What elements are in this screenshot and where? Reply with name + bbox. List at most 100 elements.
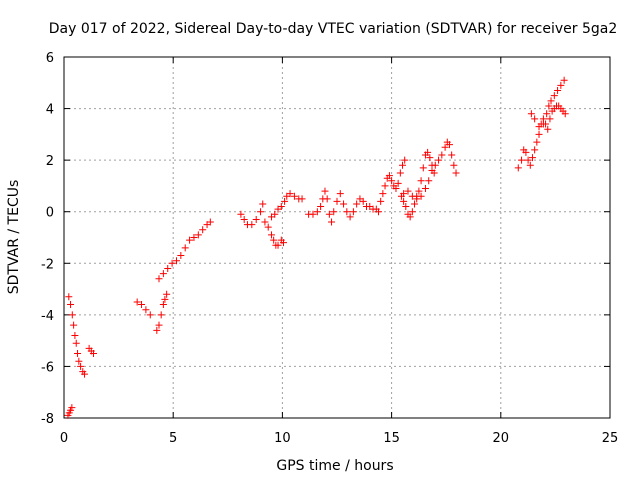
data-series (64, 76, 569, 419)
data-point (394, 179, 402, 187)
data-point (199, 226, 207, 234)
data-point (411, 200, 419, 208)
data-point (377, 197, 385, 205)
data-point (323, 195, 331, 203)
data-point (298, 195, 306, 203)
data-point (408, 192, 416, 200)
data-point (359, 197, 367, 205)
data-point (400, 190, 408, 198)
data-point (252, 215, 260, 223)
data-point (340, 200, 348, 208)
data-point (74, 350, 82, 358)
data-point (172, 257, 180, 265)
data-point (240, 215, 248, 223)
data-point (535, 130, 543, 138)
data-point (248, 221, 256, 229)
data-point (349, 208, 357, 216)
data-point (550, 92, 558, 100)
x-tick-label: 15 (383, 431, 400, 446)
y-tick-label: -8 (41, 412, 54, 427)
data-point (535, 123, 543, 131)
grid-lines (64, 57, 610, 418)
chart-title: Day 017 of 2022, Sidereal Day-to-day VTE… (49, 21, 618, 37)
data-point (77, 362, 85, 370)
data-point (557, 81, 565, 89)
data-point (333, 197, 341, 205)
y-tick-label: 2 (46, 154, 54, 169)
data-point (518, 156, 526, 164)
data-point (257, 208, 265, 216)
data-point (435, 156, 443, 164)
data-point (321, 187, 329, 195)
x-tick-label: 25 (602, 431, 619, 446)
axis-ticks (63, 56, 611, 419)
data-point (531, 146, 539, 154)
data-point (441, 143, 449, 151)
data-point (431, 161, 439, 169)
data-point (448, 151, 456, 159)
y-tick-label: -2 (41, 257, 54, 272)
data-point (168, 259, 176, 267)
data-point (561, 110, 569, 118)
data-point (353, 200, 361, 208)
data-point (419, 164, 427, 172)
data-point (343, 208, 351, 216)
x-tick-label: 10 (274, 431, 291, 446)
data-point (157, 311, 165, 319)
data-point (396, 169, 404, 177)
data-point (325, 210, 333, 218)
data-point (190, 234, 198, 241)
data-point (89, 350, 97, 358)
data-point (274, 241, 282, 249)
x-tick-labels: 0 5 10 15 20 25 (60, 431, 618, 446)
data-point (426, 154, 434, 162)
data-point (417, 177, 425, 185)
data-point (68, 404, 76, 412)
data-point (544, 125, 552, 133)
data-point (133, 298, 141, 306)
data-point (181, 244, 189, 252)
data-point (428, 166, 436, 174)
data-point (317, 203, 325, 211)
data-point (261, 218, 269, 226)
data-point (543, 110, 551, 118)
data-point (417, 192, 425, 200)
data-point (560, 76, 568, 84)
x-tick-label: 0 (60, 431, 68, 446)
data-point (159, 270, 167, 278)
data-point (524, 156, 532, 164)
data-point (65, 293, 73, 301)
data-point (402, 203, 410, 211)
data-point (155, 321, 163, 329)
data-point (533, 138, 541, 146)
y-tick-labels: -8 -6 -4 -2 0 2 4 6 (41, 51, 54, 427)
data-point (531, 115, 539, 123)
data-point (146, 311, 154, 319)
data-point (392, 185, 400, 193)
data-point (385, 172, 393, 180)
y-tick-label: 4 (46, 103, 54, 118)
data-point (399, 161, 407, 169)
data-point (346, 213, 354, 221)
data-point (526, 161, 534, 169)
data-point (186, 236, 194, 244)
data-point (438, 151, 446, 159)
data-point (527, 110, 535, 118)
data-point (450, 161, 458, 169)
data-point (264, 223, 272, 231)
x-tick-label: 5 (169, 431, 177, 446)
data-point (67, 301, 75, 309)
data-point (421, 185, 429, 193)
x-tick-label: 20 (493, 431, 510, 446)
y-tick-label: -6 (41, 360, 54, 375)
data-point (153, 326, 161, 334)
x-axis-label: GPS time / hours (276, 458, 393, 474)
data-point (328, 218, 336, 226)
data-point (237, 210, 245, 218)
data-point (270, 236, 278, 244)
data-point (330, 208, 338, 216)
data-point (267, 231, 275, 239)
data-point (547, 97, 555, 105)
data-point (522, 148, 530, 156)
data-point (279, 239, 287, 247)
